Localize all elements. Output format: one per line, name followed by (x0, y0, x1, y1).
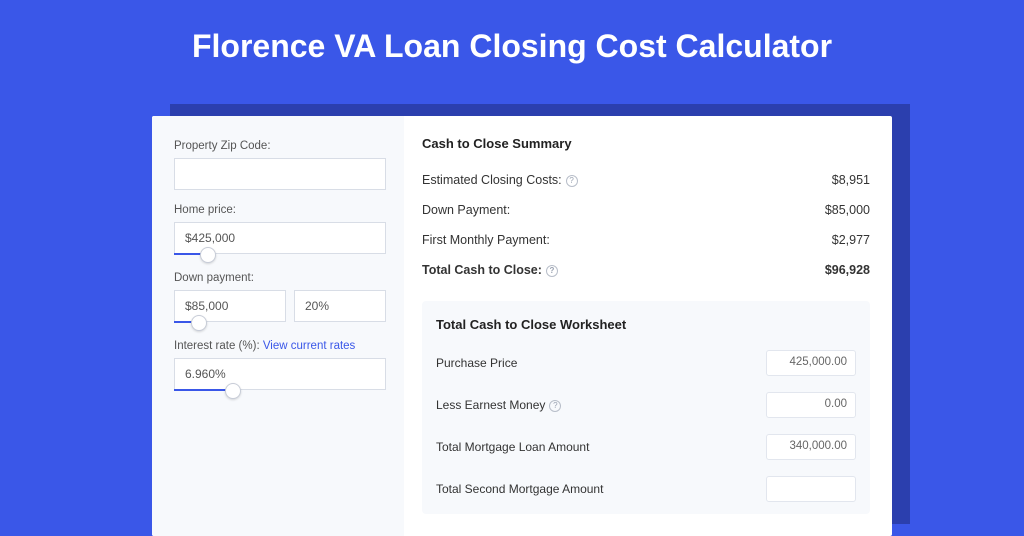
home-price-field: Home price: (174, 204, 386, 254)
zip-input[interactable] (174, 158, 386, 190)
interest-label: Interest rate (%): View current rates (174, 340, 386, 352)
down-payment-label: Down payment: (174, 272, 386, 284)
down-payment-input[interactable] (174, 290, 286, 322)
inputs-panel: Property Zip Code: Home price: Down paym… (152, 116, 404, 536)
summary-row-label: First Monthly Payment: (422, 233, 550, 247)
slider-thumb[interactable] (200, 247, 216, 263)
summary-title: Cash to Close Summary (422, 136, 870, 151)
worksheet-row: Total Second Mortgage Amount (436, 468, 856, 510)
worksheet-row-value[interactable]: 340,000.00 (766, 434, 856, 460)
summary-row-value: $85,000 (825, 203, 870, 217)
help-icon[interactable]: ? (546, 265, 558, 277)
summary-row: Estimated Closing Costs:? $8,951 (422, 165, 870, 195)
summary-row-value: $2,977 (832, 233, 870, 247)
worksheet-row-label: Total Second Mortgage Amount (436, 482, 603, 496)
worksheet-row-value[interactable]: 425,000.00 (766, 350, 856, 376)
summary-row: Down Payment: $85,000 (422, 195, 870, 225)
summary-row-value: $96,928 (825, 263, 870, 277)
worksheet-row-label: Total Mortgage Loan Amount (436, 440, 589, 454)
summary-block: Cash to Close Summary Estimated Closing … (422, 136, 870, 285)
worksheet-row: Purchase Price 425,000.00 (436, 342, 856, 384)
home-price-label: Home price: (174, 204, 386, 216)
worksheet-row: Less Earnest Money? 0.00 (436, 384, 856, 426)
help-icon[interactable]: ? (549, 400, 561, 412)
summary-row-label: Down Payment: (422, 203, 510, 217)
zip-label: Property Zip Code: (174, 140, 386, 152)
summary-row-value: $8,951 (832, 173, 870, 187)
worksheet-row-value[interactable]: 0.00 (766, 392, 856, 418)
interest-slider[interactable] (174, 389, 386, 391)
down-payment-field: Down payment: (174, 272, 386, 322)
calculator-card: Property Zip Code: Home price: Down paym… (152, 116, 892, 536)
worksheet-title: Total Cash to Close Worksheet (436, 317, 856, 332)
worksheet-row: Total Mortgage Loan Amount 340,000.00 (436, 426, 856, 468)
page-title: Florence VA Loan Closing Cost Calculator (0, 0, 1024, 87)
slider-thumb[interactable] (191, 315, 207, 331)
interest-label-text: Interest rate (%): (174, 340, 263, 352)
worksheet-row-value[interactable] (766, 476, 856, 502)
interest-field: Interest rate (%): View current rates (174, 340, 386, 390)
interest-input[interactable] (174, 358, 386, 390)
slider-thumb[interactable] (225, 383, 241, 399)
summary-row: Total Cash to Close:? $96,928 (422, 255, 870, 285)
help-icon[interactable]: ? (566, 175, 578, 187)
home-price-slider[interactable] (174, 253, 386, 255)
view-rates-link[interactable]: View current rates (263, 340, 355, 352)
results-panel: Cash to Close Summary Estimated Closing … (404, 116, 892, 536)
summary-row-label: Estimated Closing Costs:? (422, 173, 578, 187)
zip-field: Property Zip Code: (174, 140, 386, 190)
summary-row: First Monthly Payment: $2,977 (422, 225, 870, 255)
worksheet-row-label: Less Earnest Money? (436, 398, 561, 412)
down-payment-pct-input[interactable] (294, 290, 386, 322)
down-payment-slider[interactable] (174, 321, 286, 323)
worksheet-row-label: Purchase Price (436, 356, 517, 370)
summary-row-label: Total Cash to Close:? (422, 263, 558, 277)
worksheet-block: Total Cash to Close Worksheet Purchase P… (422, 301, 870, 514)
